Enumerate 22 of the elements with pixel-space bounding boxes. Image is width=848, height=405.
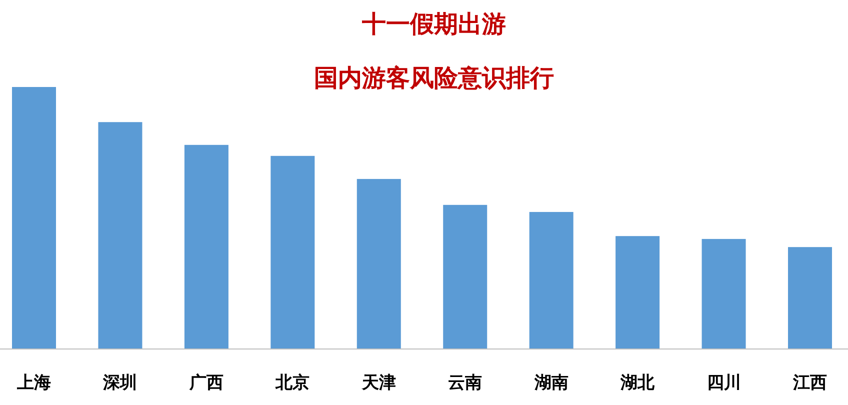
x-tick-label: 湖南 xyxy=(533,373,568,393)
x-tick-label: 江西 xyxy=(792,373,827,393)
x-tick-label: 云南 xyxy=(448,373,482,393)
x-tick-label: 深圳 xyxy=(102,373,138,393)
x-tick-label: 天津 xyxy=(360,373,396,393)
x-tick-label: 上海 xyxy=(16,373,51,393)
x-tick-label: 广西 xyxy=(188,373,224,393)
chart-subtitle: 国内游客风险意识排行 xyxy=(314,64,554,92)
bar xyxy=(788,247,832,349)
bar xyxy=(98,122,142,349)
bar xyxy=(184,144,228,349)
bar xyxy=(616,236,660,349)
bar xyxy=(529,212,574,349)
bar xyxy=(443,204,488,349)
chart-title: 十一假期出游 xyxy=(361,10,506,38)
x-tick-label: 湖北 xyxy=(620,373,656,393)
bar xyxy=(12,87,56,349)
bar xyxy=(270,156,315,349)
x-tick-label: 北京 xyxy=(274,373,310,393)
bar xyxy=(702,238,746,349)
bar xyxy=(356,178,401,349)
x-tick-label: 四川 xyxy=(706,373,741,393)
